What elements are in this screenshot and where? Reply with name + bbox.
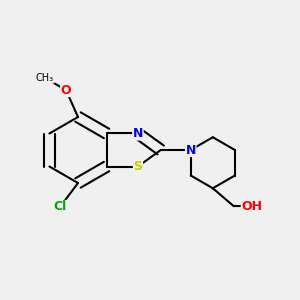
- Text: S: S: [134, 160, 142, 173]
- Text: N: N: [133, 127, 143, 140]
- Text: Cl: Cl: [53, 200, 67, 214]
- Text: N: N: [185, 143, 196, 157]
- Text: OH: OH: [241, 200, 262, 213]
- Text: CH₃: CH₃: [36, 73, 54, 83]
- Text: O: O: [61, 83, 71, 97]
